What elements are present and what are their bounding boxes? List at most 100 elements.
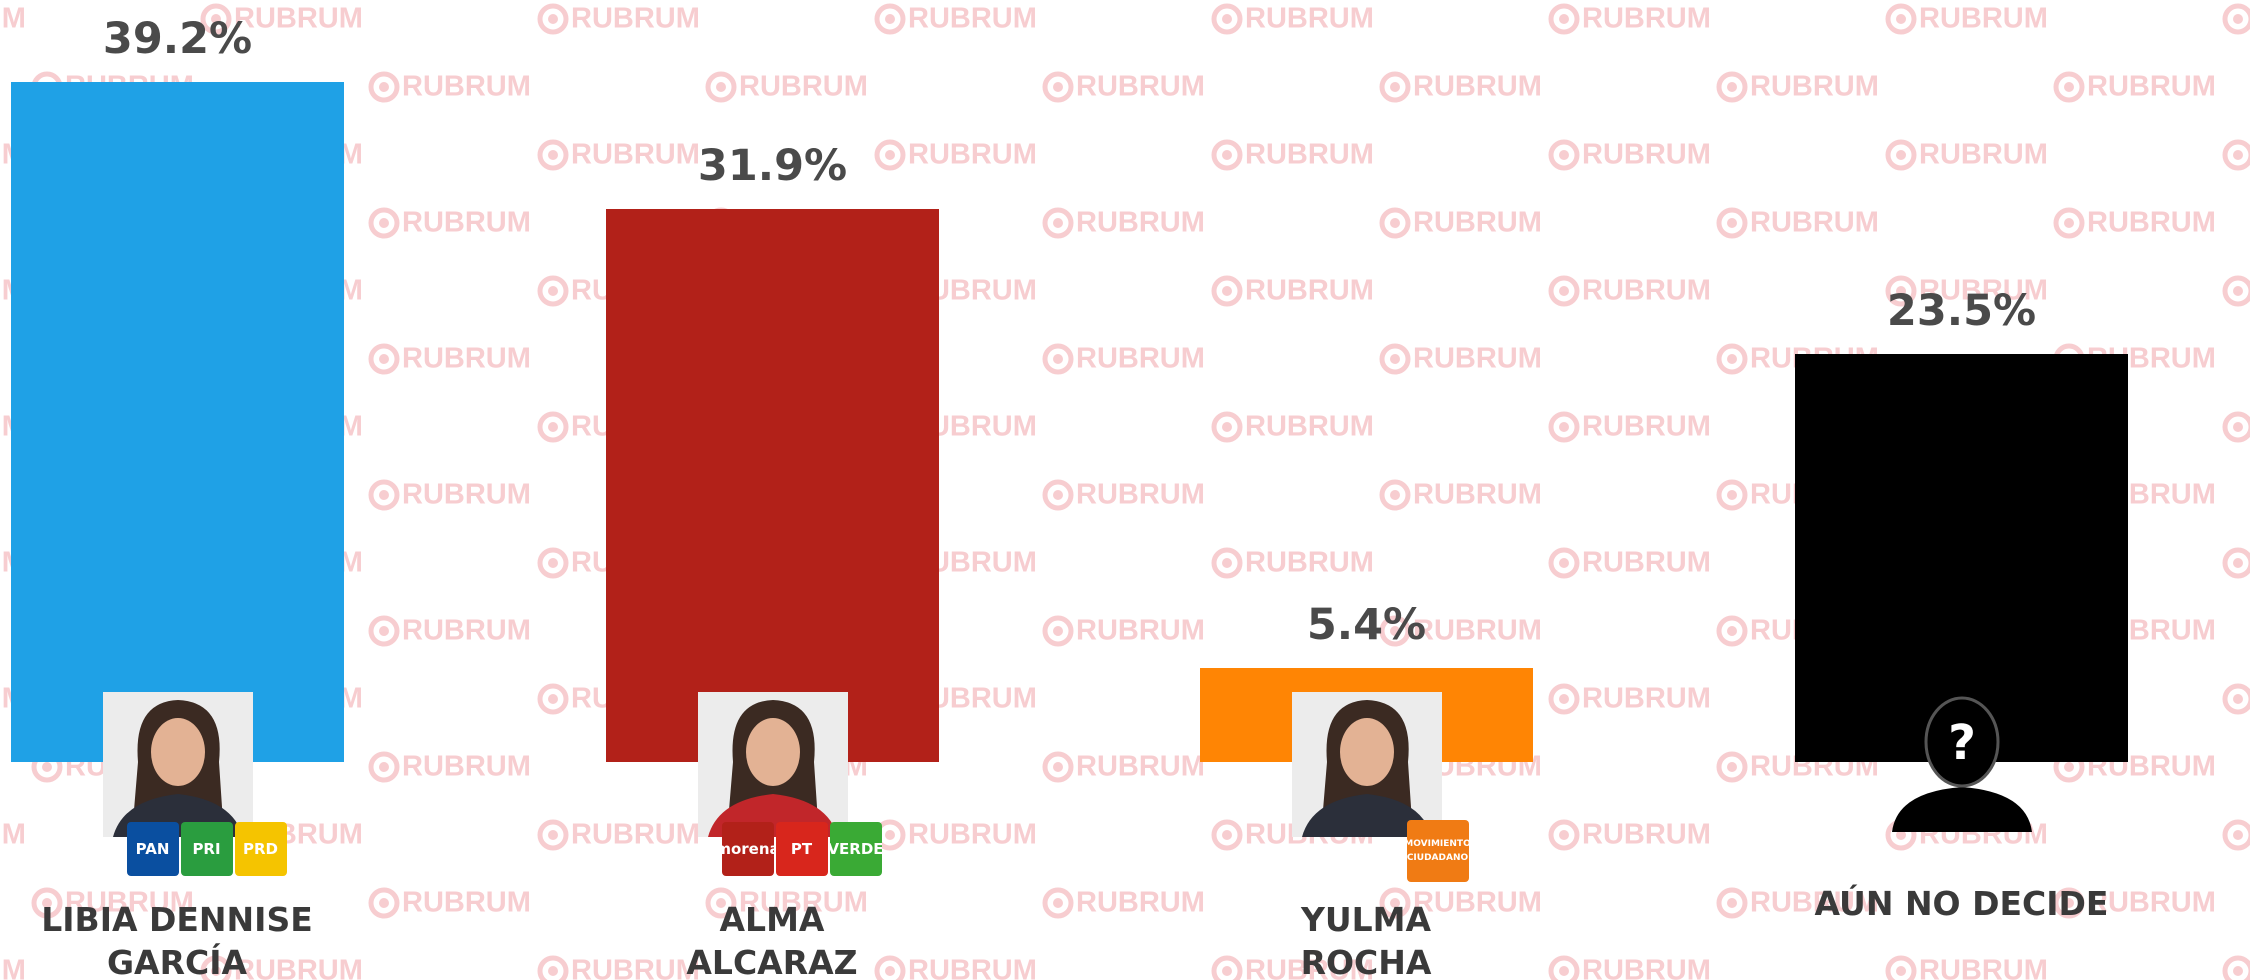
watermark-text: RUBRUM [1582,547,1711,579]
watermark-text: RUBRUM [908,819,1037,851]
watermark-icon-dot [2233,14,2243,24]
candidate-photo: ? [1891,696,2032,832]
watermark-icon-dot [2233,558,2243,568]
watermark-icon-dot [885,966,895,976]
watermark-text: RUBRUM [1076,71,1205,103]
watermark-text: RUBRUM [571,139,700,171]
watermark-icon [874,955,906,980]
watermark-icon-dot [885,14,895,24]
watermark-icon-dot [1053,898,1063,908]
watermark-icon-dot [548,558,558,568]
watermark-icon-dot [1222,830,1232,840]
watermark-icon [537,547,569,579]
watermark-text: RUBRUM [908,955,1037,980]
bar [606,208,939,762]
watermark-icon-dot [548,694,558,704]
watermark-icon [1716,479,1748,511]
watermark-icon-dot [1896,150,1906,160]
unknown-mark: ? [1948,715,1976,771]
watermark-text: RUBRUM [1245,547,1374,579]
watermark-text: RUBRUM [1076,615,1205,647]
watermark-icon-dot [2233,422,2243,432]
silhouette-head [1924,696,1999,788]
watermark-icon-dot [379,762,389,772]
watermark-icon-dot [1559,966,1569,976]
watermark-text: RUBRUM [1919,139,2048,171]
watermark-icon [200,955,232,980]
watermark-text: RUBRUM [571,955,700,980]
watermark-text: RUBRUM [1245,411,1374,443]
watermark-icon [1379,615,1411,647]
watermark-icon-dot [1727,218,1737,228]
watermark-icon [1211,3,1243,35]
watermark-icon [368,615,400,647]
watermark-text: RUBRUM [402,71,531,103]
watermark-icon [537,3,569,35]
watermark-icon [1379,343,1411,375]
watermark-icon-dot [1053,626,1063,636]
watermark-icon-dot [379,82,389,92]
watermark-icon-dot [1727,762,1737,772]
watermark-icon-dot [379,218,389,228]
watermark-icon-dot [716,82,726,92]
watermark-icon-dot [1390,490,1400,500]
watermark-text: RUBRUM [1413,71,1542,103]
watermark-icon [368,887,400,919]
watermark-icon [368,71,400,103]
watermark-text: RUBRUM [1582,139,1711,171]
watermark-icon [1885,139,1917,171]
watermark-icon [2222,819,2250,851]
party-logo: PT [775,822,828,876]
watermark-icon [1211,139,1243,171]
watermark-icon-dot [42,898,52,908]
watermark-icon-dot [548,150,558,160]
watermark-icon [2222,3,2250,35]
watermark-icon [1042,887,1074,919]
watermark-icon [1042,71,1074,103]
watermark-icon [1211,955,1243,980]
silhouette-body [1891,787,2032,832]
watermark-text: RUBRUM [908,3,1037,35]
watermark-icon [1548,547,1580,579]
watermark-icon-dot [211,966,221,976]
watermark-icon [874,3,906,35]
party-logo: PAN [126,822,179,876]
watermark-icon [31,887,63,919]
watermark-icon-dot [1559,286,1569,296]
watermark-text: RUBRUM [0,955,26,980]
watermark-icon-dot [548,286,558,296]
watermark-icon [2222,683,2250,715]
watermark-icon-dot [1727,898,1737,908]
watermark-icon [1042,479,1074,511]
candidate-photo [1291,692,1442,837]
watermark-icon-dot [2233,286,2243,296]
bar [1795,354,2128,762]
watermark-icon-dot [1896,830,1906,840]
watermark-icon-dot [1559,694,1569,704]
watermark-text: RUBRUM [1076,887,1205,919]
watermark-icon [1548,411,1580,443]
watermark-icon-dot [2064,82,2074,92]
watermark-icon [1379,71,1411,103]
watermark-icon [1042,207,1074,239]
category-label: YULMA ROCHA [1300,900,1432,980]
watermark-icon-dot [42,762,52,772]
value-label: 31.9% [697,140,848,191]
watermark-icon-dot [379,490,389,500]
watermark-text: RUBRUM [1919,275,2048,307]
watermark-icon [1042,615,1074,647]
watermark-icon-dot [1559,14,1569,24]
watermark-icon [2222,955,2250,980]
watermark-icon-dot [1222,150,1232,160]
watermark-icon [2053,71,2085,103]
watermark-icon [1716,343,1748,375]
watermark-text: RUBRUM [1413,887,1542,919]
watermark-icon [2222,139,2250,171]
watermark-text: RUBRUM [0,819,26,851]
value-label: 5.4% [1306,600,1427,651]
watermark-text: RUBRUM [908,139,1037,171]
watermark-text: RUBRUM [1582,3,1711,35]
watermark-text: RUBRUM [571,819,700,851]
watermark-text: RUBRUM [1245,955,1374,980]
watermark-icon [1211,547,1243,579]
